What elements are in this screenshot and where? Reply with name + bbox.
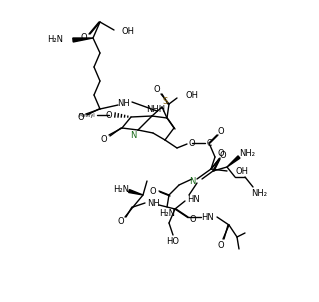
Text: HO: HO	[167, 236, 180, 246]
Text: O: O	[106, 111, 112, 120]
Text: Methyl: Methyl	[79, 114, 95, 118]
Text: O: O	[218, 240, 224, 249]
Text: O: O	[220, 150, 226, 159]
Text: O: O	[150, 187, 156, 195]
Text: NH₂: NH₂	[239, 149, 255, 158]
Text: O: O	[78, 113, 84, 121]
Text: NHH: NHH	[146, 104, 166, 114]
Text: O: O	[218, 149, 224, 158]
Text: H₂N: H₂N	[113, 185, 129, 194]
Text: OH: OH	[235, 166, 248, 175]
Text: OH: OH	[185, 92, 198, 101]
Polygon shape	[73, 38, 93, 42]
Text: HN: HN	[187, 194, 199, 204]
Text: O: O	[154, 85, 160, 95]
Text: O: O	[81, 33, 87, 41]
Text: HN: HN	[202, 213, 214, 221]
Text: O: O	[189, 139, 195, 147]
Text: O: O	[118, 217, 124, 226]
Text: O: O	[190, 214, 196, 223]
Text: C: C	[206, 139, 211, 147]
Text: N: N	[130, 130, 136, 140]
Text: ··: ··	[209, 215, 213, 221]
Text: O: O	[218, 127, 224, 137]
Text: NH: NH	[118, 99, 130, 108]
Text: O: O	[101, 134, 107, 143]
Text: N: N	[189, 176, 195, 185]
Text: H₂N: H₂N	[159, 210, 175, 219]
Text: NH: NH	[147, 198, 160, 207]
Text: OH: OH	[122, 27, 135, 37]
Text: S: S	[162, 98, 167, 107]
Polygon shape	[227, 156, 240, 167]
Polygon shape	[129, 190, 143, 195]
Text: H₂N: H₂N	[47, 36, 63, 44]
Text: NH₂: NH₂	[251, 188, 267, 198]
